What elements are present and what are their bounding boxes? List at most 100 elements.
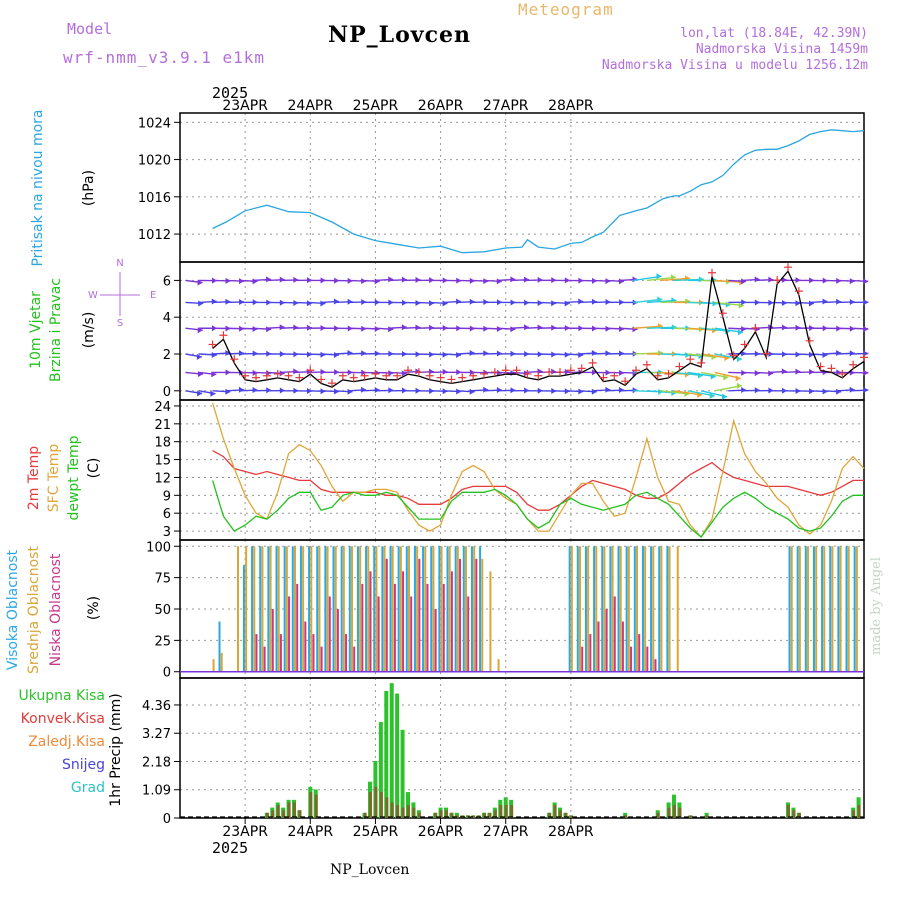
cloud-bar-cloud_low [442,583,445,672]
wind-barb-head [863,325,869,332]
compass-n: N [116,258,123,269]
wind-barb-head [863,299,869,306]
wind-gust-mark [729,351,738,360]
temp2m-ylabel: 2m Temp [26,446,42,510]
wind-gust-mark [382,371,391,380]
precip-bar-conv [412,807,416,818]
wind-barb-head [795,368,801,375]
cloud-bar-cloud_low [304,621,307,672]
temp-unit: (C) [86,458,102,479]
cloud-bar-cloud_low [418,558,421,672]
model-name: wrf-nmm_v3.9.1 e1km [63,48,266,67]
wind-barb-head [591,349,597,356]
cloud-bar-cloud_mid [302,546,305,672]
wind-barb-head [496,387,502,394]
wind-barb-head [738,302,744,309]
wind-barb-head [768,370,774,377]
cloud-bar-cloud_low [581,646,584,672]
cloud-bar-cloud_mid [473,546,476,672]
cloud-bar-cloud_high [829,546,832,672]
precip-bar-conv [852,810,856,818]
cloud-bar-cloud_mid [831,546,834,672]
cloud-bar-cloud_mid [261,546,264,672]
cloud-bar-cloud_mid [448,546,451,672]
cloud-bar-cloud_high [821,546,824,672]
cloud-bar-cloud_mid [823,546,826,672]
wind-gust-mark [349,373,358,382]
wind-barb-head [863,278,869,285]
precip-bar-total [378,722,383,818]
cloud-bar-cloud_high [381,546,384,672]
wind-barb-head [374,278,380,285]
cloud-bar-cloud_mid [481,558,484,672]
precip-bar-conv [705,815,709,818]
wind-barb-head [388,276,394,283]
cloud-bar-cloud_mid [807,546,809,672]
cloud-high-ylabel: Visoka Oblacnost [5,549,21,670]
x-tick-label-bottom: 28APR [548,824,594,840]
cloud-bar-cloud_high [666,546,669,672]
cloud-bar-cloud_mid [269,546,272,672]
wind-gust-mark [653,371,662,380]
wind-gust-mark [642,360,651,369]
cloud-bar-cloud_mid [212,659,215,672]
wind-barb-head [225,388,231,395]
wind-gust-mark [208,340,217,349]
cloud-bar-cloud_low [450,571,453,672]
wind-gust-mark [252,373,260,382]
cloud-bar-cloud_mid [644,546,647,672]
cloud-bar-cloud_low [638,634,641,672]
wind-barb-head [605,386,611,393]
cloud-bar-cloud_high [251,546,254,672]
wind-barb-head [822,298,828,305]
station-label-bottom: NP_Lovcen [330,862,410,878]
wind-barb-head [196,353,202,360]
wind-barb-head [333,352,339,359]
wind-barb-head [347,298,353,305]
cloud-bar-cloud_high [641,546,644,672]
wind-barb-head [279,276,285,283]
wind-gust-mark [338,371,347,380]
cloud-bar-cloud_high [658,546,661,672]
cloud-bar-cloud_high [324,546,327,672]
y-tick-label: 1012 [138,228,171,243]
cloud-bar-cloud_mid [367,546,370,672]
cloud-mid-ylabel: Srednja Oblacnost [26,546,42,674]
y-tick-label: 75 [154,572,171,587]
wind-barb-head [524,276,530,283]
precip-bar-conv [276,805,280,818]
wind-barb-head [709,392,715,399]
cloud-bar-cloud_mid [440,546,443,672]
wind-gust-mark [632,366,640,375]
cloud-bar-cloud_low [459,558,462,672]
cloud-bar-cloud_low [426,583,429,672]
wind-gust-mark [566,366,575,375]
cloud-bar-cloud_high [454,546,457,672]
precip-bar-conv [624,815,628,818]
page-title: NP_Lovcen [328,22,471,48]
meteogram-label: Meteogram [518,0,614,19]
precip-bar-conv [434,812,438,818]
cloud-bar-cloud_high [218,621,221,672]
wind-barb-head [632,370,638,377]
wind-gust-mark [849,360,858,369]
wind-barb-head [741,387,747,394]
wind-barb-head [618,278,624,285]
precip-bar-conv [271,810,275,818]
wind-barb-head [591,388,597,395]
wind-gust-mark [599,373,608,382]
cloud-bar-cloud_high [812,546,815,672]
cloud-bar-cloud_mid [465,546,467,672]
precip-bar-conv [792,810,796,818]
wind-barb-head [197,390,203,397]
y-tick-label: 1.09 [142,784,171,799]
x-tick-label-bottom: 27APR [483,824,529,840]
pressure-line [212,129,865,254]
cloud-bar-cloud_mid [611,546,614,672]
model-altitude-label: Nadmorska Visina u modelu 1256.12m [601,58,868,73]
y-tick-label: 1020 [138,154,171,169]
cloud-bar-cloud_high [804,546,807,672]
precip-legend-item: Konvek.Kisa [21,711,105,727]
cloud-bar-cloud_high [845,546,848,672]
y-tick-label: 100 [146,540,171,555]
